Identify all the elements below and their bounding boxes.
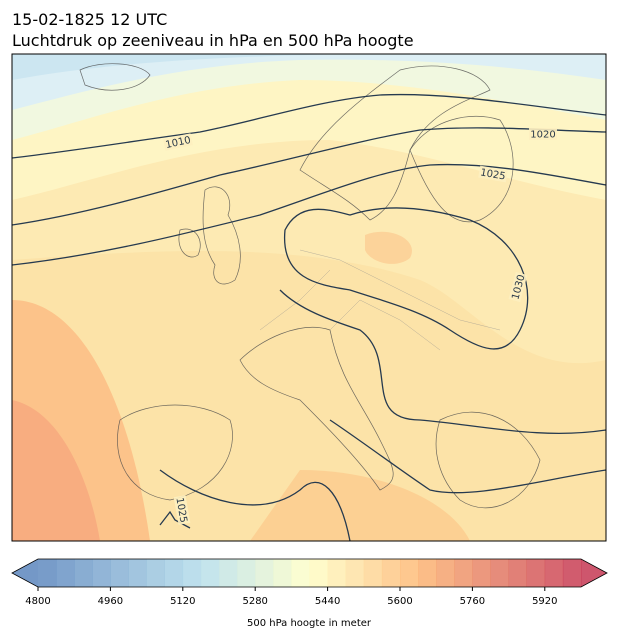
colorbar-segment [273,559,292,587]
isobar [329,419,606,494]
colorbar-tick-label: 5920 [532,596,557,607]
colorbar-segment [164,559,184,587]
coastline [79,63,151,91]
colorbar-segment [345,559,365,587]
colorbar-outline [11,558,608,588]
isobar [159,469,351,541]
contour-label: 1025 [479,167,506,182]
isobar [12,163,606,266]
coastline [299,65,491,221]
colorbar-segment [255,559,274,587]
contour-label: 1010 [165,135,192,151]
colorbar-tick-label: 4960 [98,596,123,607]
coastline [409,115,514,223]
colorbar-tick-label: 5120 [170,596,195,607]
colorbar-segment [56,559,75,587]
band [12,400,100,541]
colorbar-tick-label: 5440 [315,596,340,607]
contour-label: 1025 [173,497,188,524]
colorbar-extend-high [581,559,607,587]
colorbar-segment [182,559,202,587]
isobar [12,93,606,159]
coastline [435,411,541,509]
colorbar-segment [562,559,582,587]
colorbar-segment [508,559,527,587]
colorbar-segment [219,559,238,587]
colorbar-extend-low [12,559,38,587]
band [12,54,350,80]
colorbar-segment [146,559,165,587]
colorbar-tick-label: 5760 [460,596,485,607]
band [250,470,470,541]
map-frame [11,53,607,542]
colorbar-segment [472,559,491,587]
colorbar-segment [327,559,346,587]
contour-label: 1020 [530,130,555,141]
colorbar-segment [526,559,546,587]
contour-label-bg [478,165,508,183]
colorbar-label: 500 hPa hoogte in meter [247,618,372,629]
colorbar-segment [454,559,473,587]
colorbar: 4800 4960 5120 5280 5440 5600 5760 5920 [11,558,608,607]
colorbar-tick-label: 5280 [242,596,267,607]
coastline [117,404,233,501]
colorbar-segment [110,559,129,587]
colorbar-segment [381,559,401,587]
colorbar-segment [490,559,509,587]
map [12,54,606,541]
colorbar-segment [128,559,147,587]
band [12,54,606,110]
band [12,54,606,140]
colorbar-segment [291,559,310,587]
colorbar-segment [436,559,455,587]
colorbar-tick-label: 5600 [387,596,412,607]
coastline [202,186,241,285]
colorbar-segment [363,559,383,587]
country-border [259,249,501,351]
coastline [239,326,394,491]
contour-label-bg [163,133,193,151]
contour-label-bg [508,271,528,303]
colorbar-segment [200,559,220,587]
colorbar-segment [309,559,328,587]
contour-label-bg [173,495,191,525]
band [365,231,412,264]
contour-label-bg [529,128,557,140]
isobar [12,127,606,226]
isobar [279,289,606,434]
title-date: 15-02-1825 12 UTC [12,10,167,29]
colorbar-segment [544,559,564,587]
colorbar-segment [74,559,93,587]
colorbar-tick-label: 4800 [25,596,50,607]
title-main: Luchtdruk op zeeniveau in hPa en 500 hPa… [12,31,414,50]
colorbar-segment [38,559,57,587]
colorbar-segment [92,559,111,587]
colorbar-segment [400,559,419,587]
colorbar-segment [418,559,437,587]
isobar [284,207,529,350]
colorbar-segment [237,559,256,587]
